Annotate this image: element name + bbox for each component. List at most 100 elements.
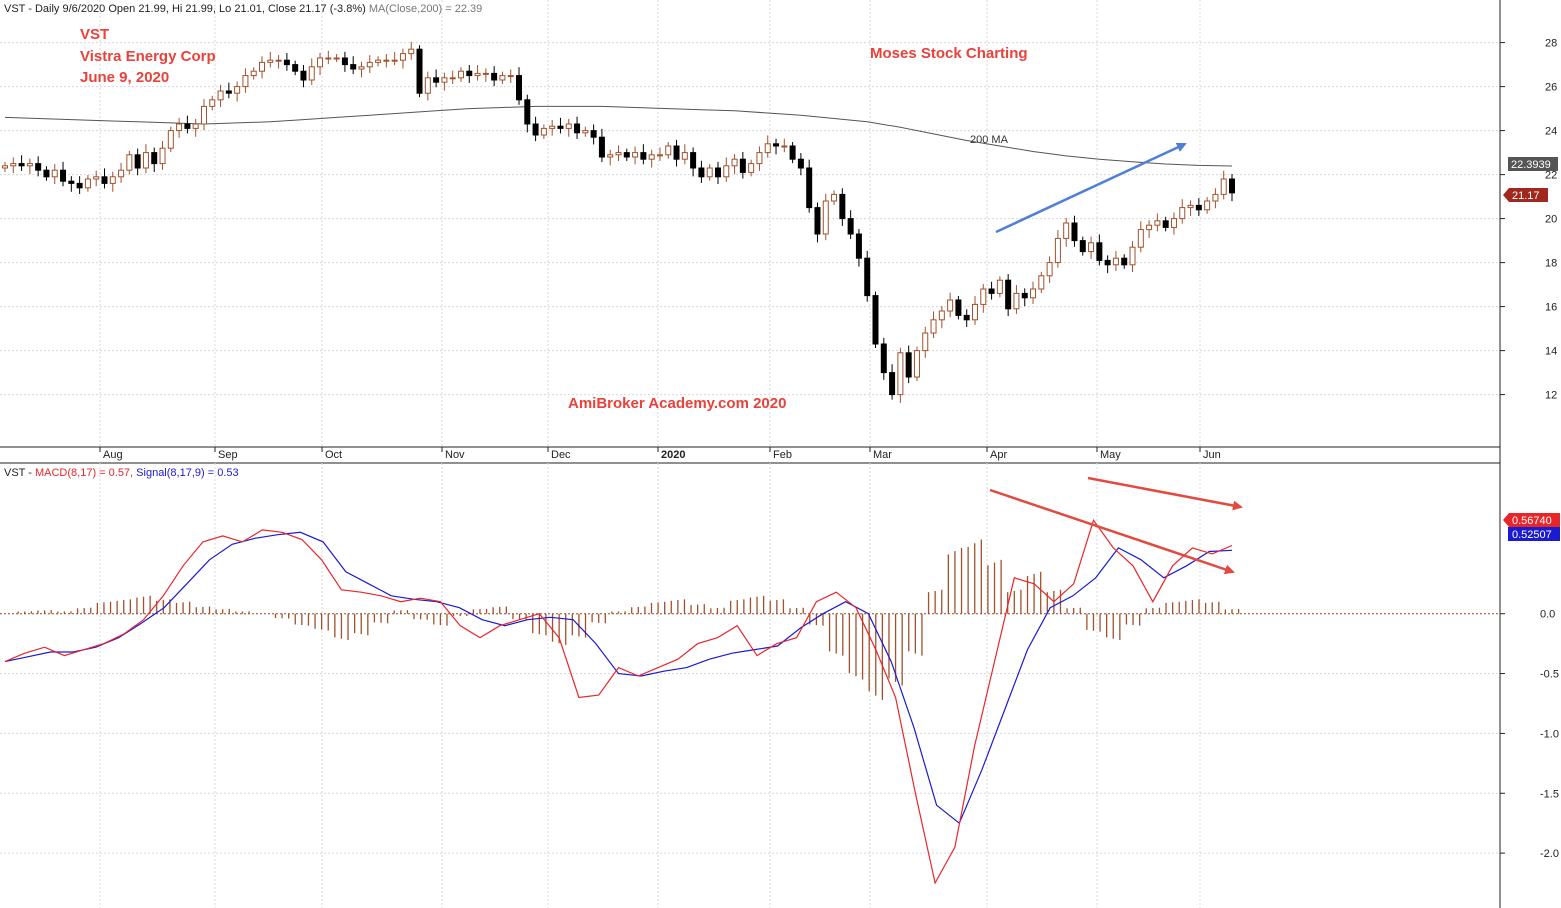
candle-body-26 xyxy=(217,90,224,101)
candle-body-7 xyxy=(60,169,67,182)
candle-body-134 xyxy=(1112,257,1119,266)
candle-body-16 xyxy=(134,154,141,169)
macd-header-prefix: VST - xyxy=(4,467,35,479)
annotation-watermark: AmiBroker Academy.com 2020 xyxy=(568,395,786,412)
close-value-tag: 21.17 xyxy=(1503,188,1548,202)
price-pane[interactable] xyxy=(0,0,1500,447)
month-label-8: Apr xyxy=(990,449,1007,461)
candle-body-120 xyxy=(996,279,1003,294)
candle-body-13 xyxy=(109,176,116,184)
candle-body-56 xyxy=(466,70,473,77)
candle-body-30 xyxy=(250,70,257,77)
candle-body-88 xyxy=(731,158,738,167)
price-ytick-label-0: 28 xyxy=(1545,38,1557,50)
candle-body-105 xyxy=(872,295,879,345)
candle-body-25 xyxy=(209,99,216,107)
candle-body-73 xyxy=(607,154,614,158)
candle-body-100 xyxy=(831,193,838,202)
annotation-brand: Moses Stock Charting xyxy=(870,45,1028,62)
candle-body-59 xyxy=(491,72,498,81)
candle-body-24 xyxy=(200,105,207,125)
candle-body-93 xyxy=(773,143,780,147)
annotation-date: June 9, 2020 xyxy=(80,69,169,86)
candle-body-106 xyxy=(880,343,887,374)
candle-body-82 xyxy=(681,152,688,160)
macd-ytick-label-0: 0.0 xyxy=(1540,609,1555,621)
candle-body-70 xyxy=(582,130,589,134)
candle-body-61 xyxy=(507,75,514,78)
candle-body-99 xyxy=(822,200,829,235)
candle-body-97 xyxy=(806,167,813,209)
candle-body-52 xyxy=(433,77,440,83)
candle-body-89 xyxy=(739,158,746,173)
candle-body-139 xyxy=(1154,220,1161,226)
price-header: VST - Daily 9/6/2020 Open 21.99, Hi 21.9… xyxy=(4,3,482,15)
candle-body-63 xyxy=(524,99,531,125)
candle-body-35 xyxy=(292,64,299,72)
candle-body-121 xyxy=(1005,279,1012,310)
candle-body-22 xyxy=(184,123,191,129)
candle-body-64 xyxy=(532,123,539,136)
price-ytick-label-6: 16 xyxy=(1545,302,1557,314)
macd-ytick-label-2: -1.0 xyxy=(1540,728,1559,740)
candle-body-86 xyxy=(714,167,721,178)
candle-body-66 xyxy=(549,125,556,129)
candle-body-14 xyxy=(118,169,125,178)
candle-body-62 xyxy=(516,75,523,101)
candle-body-131 xyxy=(1088,242,1095,253)
month-label-3: Nov xyxy=(445,449,465,461)
candle-body-107 xyxy=(889,372,896,396)
candle-body-142 xyxy=(1179,207,1186,220)
candle-body-117 xyxy=(971,303,978,321)
ma-value-tag-text: 22.3939 xyxy=(1511,159,1551,171)
signal-value-tag: 0.52507 xyxy=(1508,527,1560,541)
candle-body-80 xyxy=(665,145,672,156)
candle-body-110 xyxy=(913,350,920,378)
candle-body-31 xyxy=(259,61,266,72)
macd-line xyxy=(4,518,1233,885)
annotation-company: Vistra Energy Corp xyxy=(80,48,216,65)
candle-body-130 xyxy=(1079,240,1086,253)
candle-body-5 xyxy=(43,169,50,178)
candle-body-67 xyxy=(557,125,564,129)
candle-body-113 xyxy=(938,310,945,321)
macd-pane[interactable] xyxy=(0,463,1500,908)
candle-body-27 xyxy=(225,90,232,94)
candle-body-34 xyxy=(283,59,290,66)
candle-body-11 xyxy=(93,176,100,180)
candle-body-144 xyxy=(1195,204,1202,211)
macd-header-label: MACD(8,17) = 0.57, xyxy=(35,467,133,479)
candle-body-39 xyxy=(325,57,332,60)
signal-value-tag-text: 0.52507 xyxy=(1512,529,1552,541)
candle-body-41 xyxy=(341,57,348,66)
candle-body-33 xyxy=(275,59,282,62)
annotation-ticker: VST xyxy=(80,26,109,43)
candle-body-90 xyxy=(748,163,755,173)
macd-value-tag: 0.56740 xyxy=(1503,513,1560,527)
price-ytick-label-8: 12 xyxy=(1545,390,1557,402)
candle-body-17 xyxy=(142,152,149,169)
candle-body-74 xyxy=(615,152,622,156)
candle-body-44 xyxy=(366,61,373,68)
month-label-0: Aug xyxy=(103,449,123,461)
candle-body-128 xyxy=(1063,222,1070,239)
macd-ytick-label-1: -0.5 xyxy=(1540,669,1559,681)
candle-body-84 xyxy=(698,167,705,178)
candle-body-112 xyxy=(930,319,937,334)
month-label-6: Feb xyxy=(773,449,792,461)
candle-body-98 xyxy=(814,207,821,235)
candle-body-122 xyxy=(1013,292,1020,310)
candle-body-50 xyxy=(416,48,423,94)
price-ytick-label-2: 24 xyxy=(1545,126,1557,138)
candle-body-21 xyxy=(176,123,183,132)
price-ytick-label-5: 18 xyxy=(1545,258,1557,270)
candle-body-49 xyxy=(408,48,415,55)
candle-body-102 xyxy=(847,218,854,235)
month-label-4: Dec xyxy=(551,449,571,461)
candle-body-37 xyxy=(308,66,315,81)
candle-body-135 xyxy=(1121,257,1128,266)
divergence-arrow-upper xyxy=(1087,476,1243,511)
candle-body-147 xyxy=(1220,178,1227,195)
candlesticks xyxy=(2,41,1235,403)
price-ytick-label-3: 22 xyxy=(1545,170,1557,182)
